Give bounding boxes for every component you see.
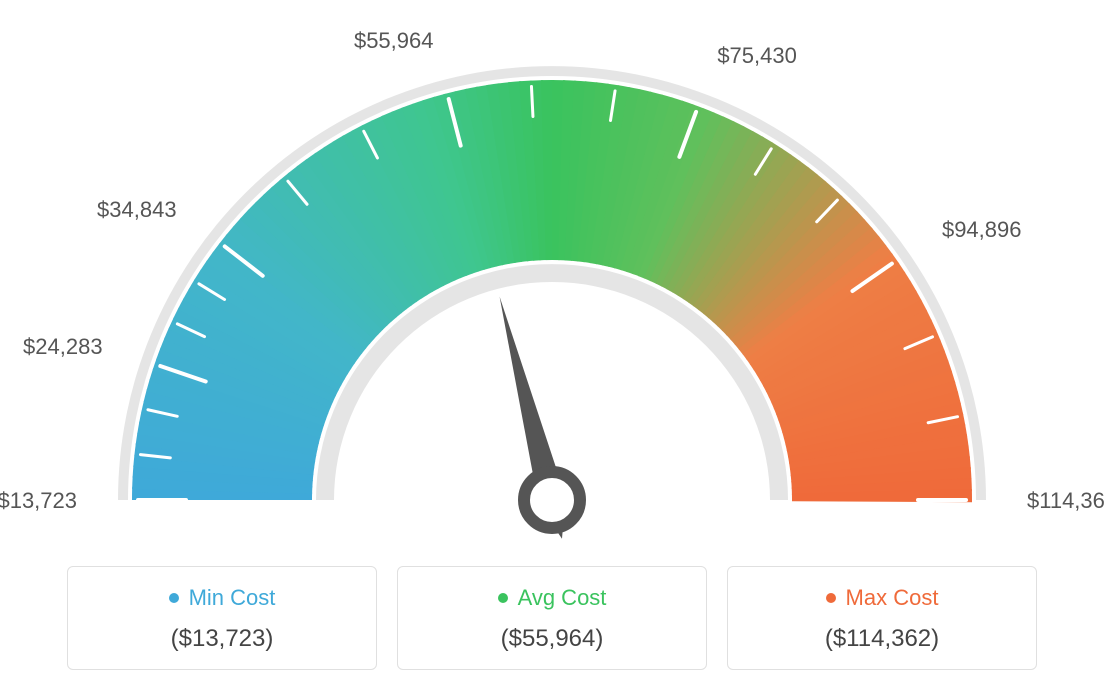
legend-card-max: Max Cost ($114,362) [727, 566, 1037, 670]
gauge-chart [52, 20, 1052, 560]
gauge-tick-label: $13,723 [0, 488, 77, 514]
legend-card-min: Min Cost ($13,723) [67, 566, 377, 670]
gauge-tick-label: $24,283 [23, 334, 103, 360]
gauge-tick-label: $114,362 [1027, 488, 1104, 514]
gauge-tick-label: $94,896 [942, 217, 1022, 243]
legend-value-max: ($114,362) [738, 625, 1026, 653]
legend-row: Min Cost ($13,723) Avg Cost ($55,964) Ma… [0, 566, 1104, 670]
gauge-tick-label: $55,964 [354, 28, 434, 54]
gauge-area: $13,723 $24,283 $34,843 $55,964 $75,430 $94,8… [0, 0, 1104, 540]
gauge-tick-label: $75,430 [717, 43, 797, 69]
dot-min [169, 593, 179, 603]
gauge-tick-label: $34,843 [97, 197, 177, 223]
dot-avg [498, 593, 508, 603]
cost-gauge-widget: $13,723 $24,283 $34,843 $55,964 $75,430 $94,8… [0, 0, 1104, 690]
legend-value-avg: ($55,964) [408, 625, 696, 653]
dot-max [826, 593, 836, 603]
legend-value-min: ($13,723) [78, 625, 366, 653]
legend-title-avg: Avg Cost [518, 585, 607, 611]
legend-title-max: Max Cost [846, 585, 939, 611]
legend-title-min: Min Cost [189, 585, 276, 611]
legend-card-avg: Avg Cost ($55,964) [397, 566, 707, 670]
